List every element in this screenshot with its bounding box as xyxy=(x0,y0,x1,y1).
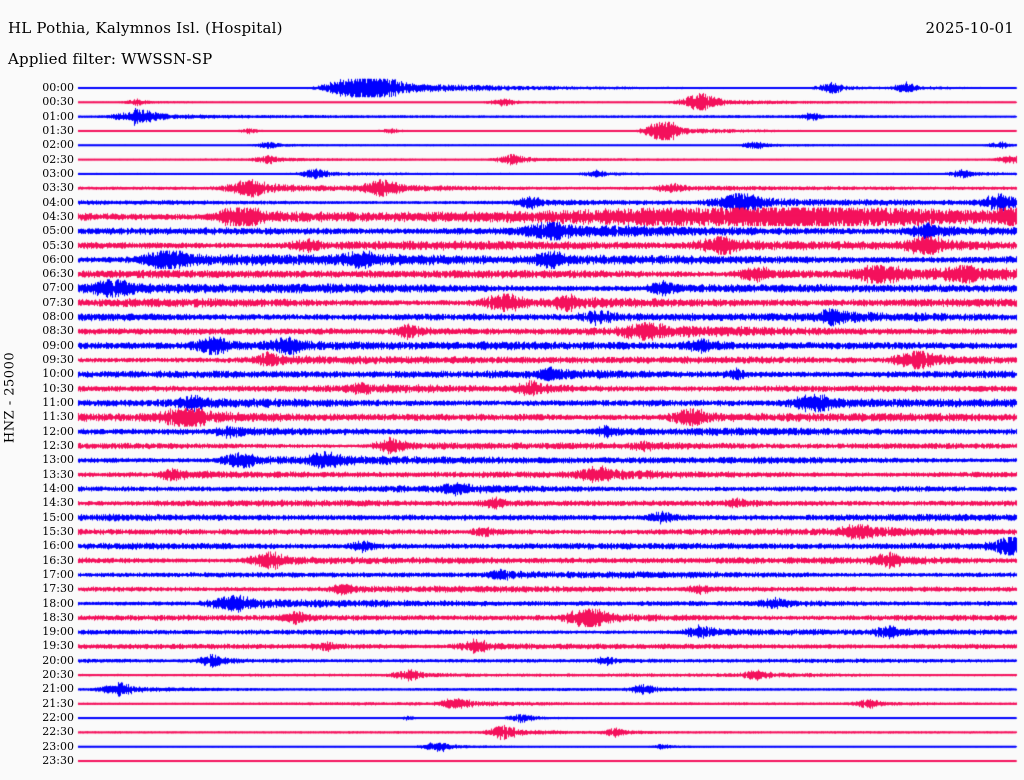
time-axis-labels: 00:00 00:30 01:00 01:30 02:00 02:30 03:00 03:30… xyxy=(12,0,74,780)
time-label: 04:00 xyxy=(42,195,74,209)
time-label: 23:00 xyxy=(42,739,74,753)
time-label: 20:30 xyxy=(42,668,74,682)
time-label: 13:30 xyxy=(42,467,74,481)
time-label: 21:30 xyxy=(42,696,74,710)
time-label: 04:30 xyxy=(42,209,74,223)
time-label: 19:00 xyxy=(42,625,74,639)
time-label: 07:30 xyxy=(42,295,74,309)
time-label: 16:30 xyxy=(42,553,74,567)
time-label: 19:30 xyxy=(42,639,74,653)
time-label: 07:00 xyxy=(42,281,74,295)
time-label: 11:00 xyxy=(42,396,74,410)
time-label: 20:00 xyxy=(42,653,74,667)
time-label: 00:30 xyxy=(42,95,74,109)
time-label: 15:30 xyxy=(42,524,74,538)
time-label: 08:00 xyxy=(42,310,74,324)
time-label: 10:00 xyxy=(42,367,74,381)
time-label: 12:30 xyxy=(42,439,74,452)
time-label: 01:00 xyxy=(42,109,74,123)
time-label: 23:30 xyxy=(42,754,74,768)
time-label: 09:00 xyxy=(42,338,74,352)
time-label: 06:00 xyxy=(42,252,74,266)
time-label: 05:00 xyxy=(42,224,74,238)
time-label: 10:30 xyxy=(42,381,74,395)
time-label: 03:00 xyxy=(42,166,74,180)
time-label: 01:30 xyxy=(42,123,74,137)
time-label: 02:30 xyxy=(42,152,74,166)
time-label: 17:30 xyxy=(42,582,74,596)
time-label: 16:00 xyxy=(42,539,74,553)
time-label: 18:00 xyxy=(42,596,74,610)
time-label: 11:30 xyxy=(42,410,74,424)
time-label: 21:00 xyxy=(42,682,74,696)
time-label: 05:30 xyxy=(42,238,74,252)
time-label: 06:30 xyxy=(42,267,74,281)
time-label: 00:00 xyxy=(42,81,74,94)
time-label: 13:00 xyxy=(42,453,74,467)
time-label: 09:30 xyxy=(42,353,74,367)
time-label: 14:00 xyxy=(42,481,74,495)
time-label: 15:00 xyxy=(42,510,74,524)
time-label: 12:00 xyxy=(42,424,74,438)
time-label: 18:30 xyxy=(42,610,74,624)
time-label: 22:00 xyxy=(42,711,74,725)
time-label: 17:00 xyxy=(42,567,74,581)
time-label: 22:30 xyxy=(42,725,74,739)
time-label: 08:30 xyxy=(42,324,74,338)
time-label: 14:30 xyxy=(42,496,74,510)
time-label: 02:00 xyxy=(42,138,74,152)
time-label: 03:30 xyxy=(42,181,74,195)
